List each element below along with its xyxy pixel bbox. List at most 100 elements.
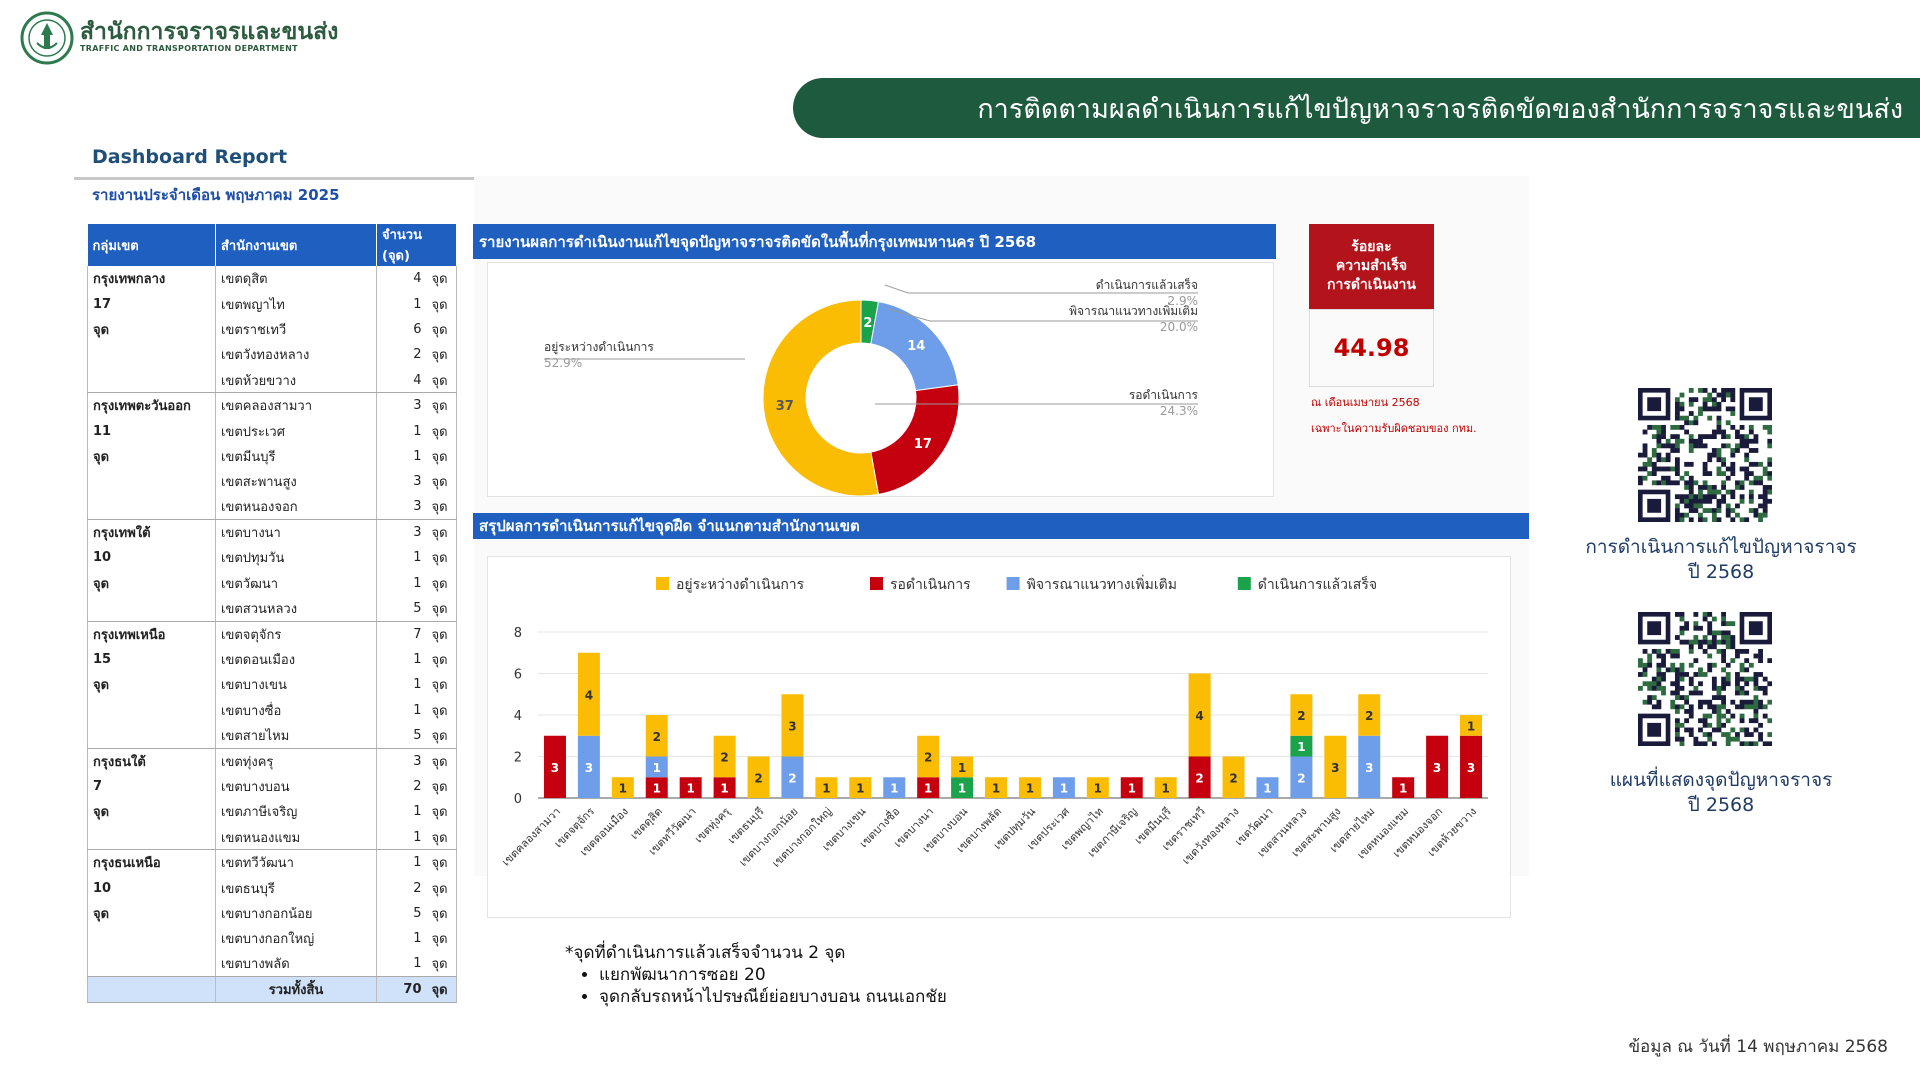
qr-module: [1698, 489, 1703, 495]
bar-value-label: 1: [619, 782, 627, 796]
bar-segment: [645, 777, 668, 798]
unit-cell: จุด: [426, 342, 457, 368]
qr-module: [1679, 704, 1685, 710]
qr-module: [1707, 732, 1713, 737]
legend-label: อยู่ระหว่างดำเนินการ: [676, 577, 805, 593]
table-header-row: กลุ่มเขต สำนักงานเขต จำนวน (จุด): [87, 224, 457, 266]
qr-module: [1735, 512, 1740, 518]
qr-module: [1744, 667, 1750, 673]
qr-module: [1716, 508, 1722, 513]
qr-module: [1693, 635, 1699, 640]
qr-module: [1721, 434, 1726, 440]
qr-module: [1674, 494, 1680, 500]
qr-module: [1762, 676, 1768, 682]
slice-percent-label: 2.9%: [1168, 294, 1199, 308]
qr-module: [1767, 461, 1772, 467]
qr-module: [1688, 448, 1694, 453]
qr-module: [1748, 494, 1754, 500]
qr-module: [1730, 699, 1736, 705]
qr-module: [1739, 485, 1745, 490]
x-tick-label: เขตบางกอกใหญ่: [770, 805, 835, 870]
bar-value-label: 1: [924, 782, 932, 796]
qr-module: [1679, 612, 1685, 617]
qr-module: [1688, 639, 1694, 645]
qr-module: [1642, 667, 1648, 673]
qr-module: [1725, 644, 1731, 650]
qr-module: [1674, 480, 1680, 486]
qr-module: [1665, 443, 1671, 449]
table-row: เขตบางพลัด 1 จุด: [87, 951, 457, 978]
qr-module: [1735, 681, 1740, 687]
qr-module: [1744, 727, 1750, 733]
qr-module: [1762, 494, 1768, 500]
bar-value-label: 1: [1399, 782, 1407, 796]
qr-module: [1679, 695, 1685, 700]
qr-module: [1638, 685, 1643, 691]
qr-module: [1674, 612, 1680, 617]
qr-module: [1753, 741, 1759, 746]
qr-module: [1730, 621, 1736, 627]
qr-module: [1707, 625, 1713, 631]
callout-line: [887, 308, 1198, 322]
bma-logo: [20, 11, 74, 65]
qr-module: [1674, 672, 1680, 677]
qr-module: [1670, 653, 1676, 659]
qr-module: [1656, 480, 1662, 486]
qr-module: [1716, 471, 1722, 476]
qr-module: [1702, 461, 1708, 467]
table-row: 7 เขตบางบอน 2 จุด: [87, 773, 457, 800]
qr-caption-progress: การดำเนินการแก้ไขปัญหาจราจร ปี 2568: [1571, 535, 1871, 584]
bar-value-label: 3: [788, 719, 796, 733]
qr-code-map[interactable]: [1638, 612, 1772, 746]
qr-module: [1702, 508, 1708, 513]
unit-cell: จุด: [426, 672, 457, 698]
qr-module: [1674, 411, 1680, 416]
legend-label: ดำเนินการแล้วเสร็จ: [1258, 575, 1377, 593]
qr-module: [1665, 452, 1671, 458]
qr-module: [1739, 713, 1745, 719]
qr-module: [1753, 713, 1759, 719]
qr-code-progress[interactable]: [1638, 388, 1772, 522]
qr-module: [1688, 388, 1694, 393]
qr-module: [1725, 662, 1731, 668]
qr-module: [1762, 471, 1768, 476]
district-cell: เขตหนองจอก: [215, 494, 377, 521]
qr-module: [1651, 695, 1657, 700]
qr-module: [1767, 699, 1772, 705]
qr-module: [1679, 639, 1685, 645]
qr-module: [1711, 512, 1717, 518]
qr-module: [1721, 732, 1726, 737]
qr-module: [1702, 498, 1708, 504]
district-cell: เขตราชเทวี: [215, 316, 377, 343]
group-cell: [87, 824, 216, 851]
qr-module: [1744, 517, 1750, 522]
qr-module: [1744, 475, 1750, 481]
qr-module: [1758, 699, 1763, 705]
count-cell: 4: [376, 367, 427, 394]
qr-module: [1707, 392, 1713, 398]
qr-module: [1702, 406, 1708, 412]
qr-module: [1702, 471, 1708, 476]
qr-module: [1647, 681, 1653, 687]
qr-module: [1661, 480, 1666, 486]
qr-module: [1711, 676, 1717, 682]
district-cell: เขตวังทองหลาง: [215, 342, 377, 368]
bar-segment: [577, 735, 600, 798]
bar-value-label: 2: [924, 751, 932, 765]
qr-module: [1758, 512, 1763, 518]
table-row: เขตสายไหม 5 จุด: [87, 723, 457, 749]
qr-module: [1753, 685, 1759, 691]
qr-module: [1730, 466, 1736, 472]
bar-segment: [1460, 715, 1483, 736]
qr-module: [1767, 489, 1772, 495]
qr-module: [1698, 667, 1703, 673]
bar-value-label: 3: [551, 761, 559, 775]
table-row: จุด เขตบางกอกน้อย 5 จุด: [87, 900, 457, 927]
note-list: แยกพัฒนาการซอย 20 จุดกลับรถหน้าไปรษณีย์ย…: [565, 964, 947, 1008]
qr-module: [1716, 457, 1722, 463]
qr-module: [1638, 658, 1643, 664]
bar-value-label: 1: [890, 782, 898, 796]
count-cell: 1: [413, 677, 422, 693]
count-cell: 3: [413, 525, 422, 541]
bar-value-label: 3: [1365, 761, 1373, 775]
